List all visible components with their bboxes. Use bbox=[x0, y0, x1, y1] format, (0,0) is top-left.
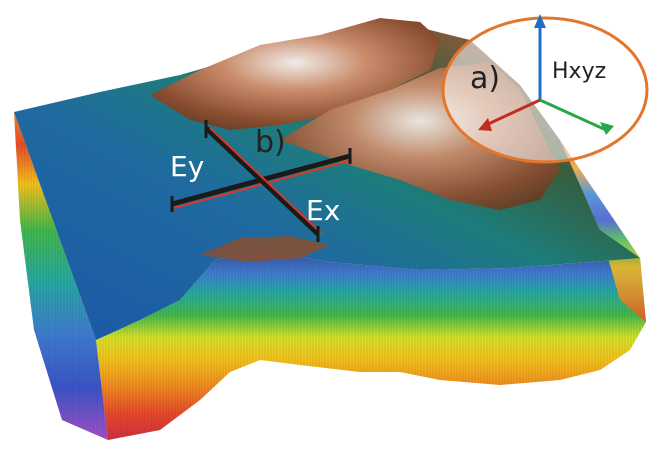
mountain-ridge-back bbox=[150, 18, 440, 130]
block-left-face-hatch bbox=[14, 112, 108, 440]
label-a: a) bbox=[470, 61, 500, 96]
label-b: b) bbox=[255, 125, 286, 160]
electrode-ex-line bbox=[204, 120, 323, 242]
mountain-foothill bbox=[200, 236, 330, 262]
block-right-face bbox=[560, 140, 646, 322]
block-front-face-hatch bbox=[96, 250, 646, 440]
label-ex: Ex bbox=[306, 194, 340, 227]
label-ey: Ey bbox=[170, 150, 204, 183]
label-hxyz: Hxyz bbox=[552, 59, 606, 84]
magnetometer-axes bbox=[478, 14, 614, 135]
